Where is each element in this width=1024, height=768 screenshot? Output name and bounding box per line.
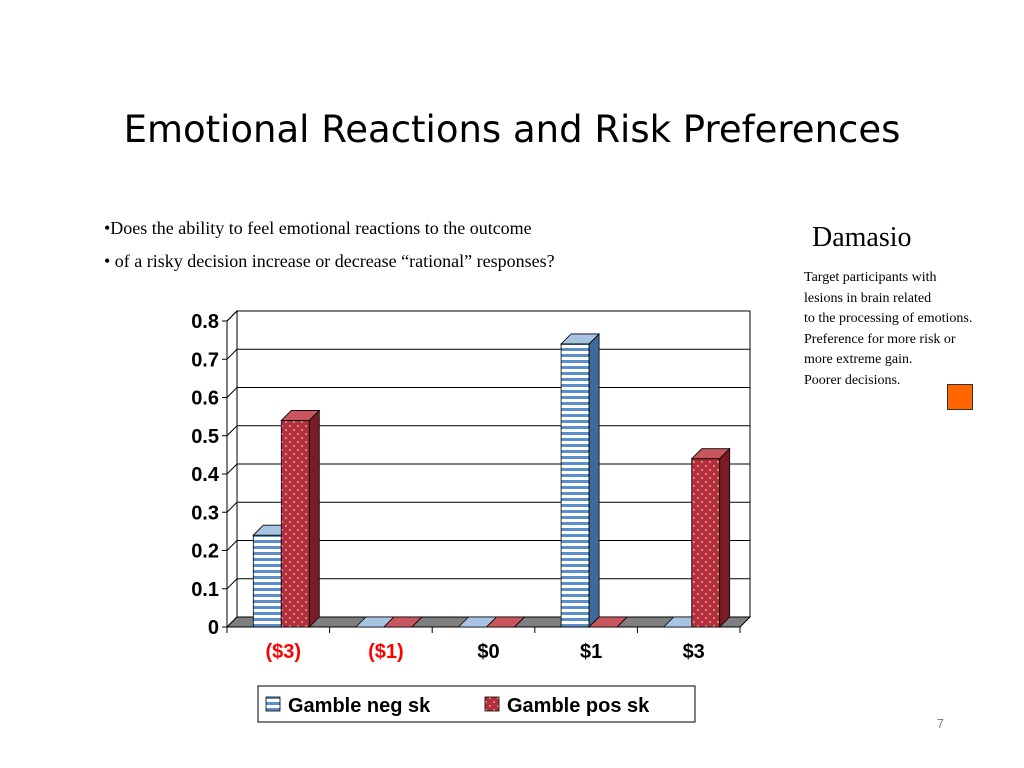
side-note-line: to the processing of emotions.: [804, 311, 973, 327]
x-tick-label: ($1): [368, 641, 404, 663]
bar-side: [308, 409, 320, 628]
y-tick-label: 0: [208, 617, 219, 639]
bar-side: [588, 332, 600, 628]
bar-side: [616, 616, 628, 628]
gridline-side: [226, 501, 238, 513]
x-tick-label: $0: [477, 641, 499, 663]
bullet-item: • of a risky decision increase or decrea…: [104, 251, 555, 271]
x-tick-label: $1: [580, 641, 602, 663]
orange-square-icon: [947, 384, 973, 410]
legend-label: Gamble pos sk: [507, 695, 650, 717]
gridline-side: [226, 578, 238, 590]
bullet-item: •Does the ability to feel emotional reac…: [104, 218, 532, 238]
legend-box: [257, 685, 696, 723]
bar-front: [691, 458, 721, 628]
x-tick-label: $3: [683, 641, 705, 663]
y-tick-label: 0.7: [191, 349, 219, 371]
bar-front: [280, 420, 310, 628]
bar-side: [411, 616, 423, 628]
y-tick-label: 0.6: [191, 388, 219, 410]
gridline-side: [226, 310, 238, 322]
gridline-side: [226, 348, 238, 360]
legend-label: Gamble neg sk: [288, 695, 431, 717]
gridline-side: [226, 463, 238, 475]
side-note-line: Preference for more risk or: [804, 331, 956, 347]
slide-title: Emotional Reactions and Risk Preferences: [123, 108, 901, 151]
y-tick-label: 0.1: [191, 579, 219, 601]
page-number: 7: [936, 716, 944, 731]
bullet-list: •Does the ability to feel emotional reac…: [104, 212, 555, 278]
gridline-side: [226, 425, 238, 437]
gridline-side: [226, 387, 238, 398]
side-note-line: lesions in brain related: [804, 290, 932, 306]
legend-swatch: [484, 696, 500, 712]
side-note-line: more extreme gain.: [804, 352, 913, 368]
y-tick-label: 0.3: [191, 502, 219, 524]
x-tick-label: ($3): [266, 641, 302, 663]
y-tick-label: 0.4: [191, 464, 220, 486]
bar-front: [560, 343, 590, 628]
side-note: Target participants with lesions in brai…: [804, 268, 1022, 392]
gridline-side: [226, 540, 238, 551]
bar-side: [719, 447, 731, 628]
bar-front: [252, 534, 282, 628]
y-tick-label: 0.8: [191, 311, 219, 333]
side-note-line: Target participants with: [804, 270, 937, 285]
legend-swatch: [265, 696, 281, 712]
side-note-line: Poorer decisions.: [804, 372, 901, 388]
y-tick-label: 0.2: [191, 541, 219, 563]
side-heading: Damasio: [812, 222, 912, 253]
y-tick-label: 0.5: [191, 426, 219, 448]
bar-side: [514, 616, 525, 628]
